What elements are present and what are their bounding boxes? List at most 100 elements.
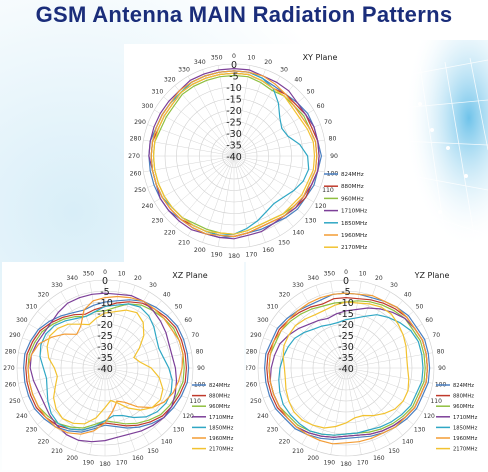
angle-tick-label: 170 xyxy=(116,460,128,467)
grid-spoke xyxy=(233,155,325,173)
grid-spoke xyxy=(233,155,266,243)
legend-label: 880MHz xyxy=(341,184,364,190)
angle-tick-label: 60 xyxy=(425,317,433,324)
angle-tick-label: 180 xyxy=(228,253,240,260)
grid-spoke xyxy=(345,367,362,455)
grid-spoke xyxy=(163,96,235,157)
angle-tick-label: 130 xyxy=(173,427,185,434)
legend: 824MHz 880MHz 960MHz 1710MHz 1850MHz 1960MHz 2… xyxy=(324,172,367,251)
angle-tick-label: 40 xyxy=(163,291,171,298)
grid-spoke xyxy=(147,124,235,157)
radial-tick-label: -25 xyxy=(97,331,113,342)
angle-tick-label: 160 xyxy=(373,455,385,462)
angle-tick-label: 150 xyxy=(388,448,400,455)
grid-spoke xyxy=(48,367,106,436)
grid-spoke xyxy=(37,311,106,369)
radial-tick-label: -35 xyxy=(338,353,354,364)
grid-spoke xyxy=(345,285,377,369)
angle-tick-label: 220 xyxy=(279,439,291,446)
radial-tick-label: -30 xyxy=(226,129,242,140)
series-line-1960MHz xyxy=(150,70,318,238)
grid-spoke xyxy=(104,285,136,369)
radial-tick-label: -30 xyxy=(97,342,113,353)
grid-spoke xyxy=(233,155,281,236)
xy-plane-panel: 0102030405060708090100110120130140150160… xyxy=(124,44,374,262)
angle-tick-label: 0 xyxy=(344,269,348,276)
angle-tick-label: 80 xyxy=(196,348,204,355)
angle-tick-label: 340 xyxy=(307,275,319,282)
angle-tick-label: 170 xyxy=(245,251,257,258)
grid-spoke xyxy=(143,139,235,157)
angle-tick-label: 340 xyxy=(194,59,206,66)
series-line-1960MHz xyxy=(268,292,429,445)
grid-spoke xyxy=(74,285,106,369)
grid-spoke xyxy=(104,352,192,369)
angle-tick-label: 320 xyxy=(38,291,50,298)
angle-tick-label: 140 xyxy=(161,439,173,446)
angle-tick-label: 20 xyxy=(134,275,142,282)
grid-spoke xyxy=(233,96,305,157)
angle-tick-label: 160 xyxy=(132,455,144,462)
grid-spoke xyxy=(269,323,347,369)
series-line-2170MHz xyxy=(46,309,164,425)
angle-tick-label: 340 xyxy=(66,275,78,282)
grid-spoke xyxy=(233,139,325,157)
radial-tick-label: -15 xyxy=(338,309,354,320)
grid-spoke xyxy=(301,291,347,369)
angle-tick-label: 210 xyxy=(292,448,304,455)
angle-tick-label: 270 xyxy=(3,365,15,372)
angle-tick-label: 120 xyxy=(315,203,327,210)
grid-spoke xyxy=(345,311,414,369)
radial-tick-label: -10 xyxy=(97,298,113,309)
series-line-824MHz xyxy=(263,292,431,441)
legend-label: 1850MHz xyxy=(341,221,367,227)
radial-tick-label: -20 xyxy=(97,320,113,331)
grid-spoke xyxy=(104,311,173,369)
angle-tick-label: 50 xyxy=(175,303,183,310)
angle-tick-label: 10 xyxy=(359,270,367,277)
angle-tick-label: 210 xyxy=(51,448,63,455)
radial-tick-label: 0 xyxy=(102,276,108,287)
grid-spoke xyxy=(345,367,414,425)
polar-grid xyxy=(141,63,327,249)
grid-spoke xyxy=(37,367,106,425)
grid-spoke xyxy=(22,337,106,369)
angle-tick-label: 230 xyxy=(267,427,279,434)
legend-label: 2170MHz xyxy=(341,245,367,251)
angle-tick-label: 40 xyxy=(294,76,302,83)
angle-tick-label: 10 xyxy=(247,55,255,62)
grid-spoke xyxy=(233,85,294,157)
legend-label: 960MHz xyxy=(209,404,230,410)
angle-tick-label: 70 xyxy=(191,332,199,339)
grid-spoke xyxy=(104,367,136,451)
legend-label: 1710MHz xyxy=(453,415,478,421)
angle-tick-label: 300 xyxy=(16,317,28,324)
legend-label: 1960MHz xyxy=(341,233,367,239)
grid-spoke xyxy=(202,155,235,243)
radial-tick-label: -5 xyxy=(229,72,238,83)
grid-spoke xyxy=(174,85,235,157)
angle-tick-label: 330 xyxy=(51,282,63,289)
angle-tick-label: 70 xyxy=(324,119,332,126)
angle-tick-label: 140 xyxy=(402,439,414,446)
angle-tick-label: 270 xyxy=(128,153,140,160)
grid-spoke xyxy=(233,69,266,157)
grid-spoke xyxy=(345,300,403,369)
legend-label: 1710MHz xyxy=(209,415,234,421)
radial-tick-label: -20 xyxy=(226,106,242,117)
legend-label: 824MHz xyxy=(453,383,474,389)
grid-spoke xyxy=(202,69,235,157)
angle-tick-label: 130 xyxy=(305,217,317,224)
angle-tick-label: 0 xyxy=(103,269,107,276)
grid-spoke xyxy=(104,281,121,369)
angle-tick-label: 120 xyxy=(182,413,194,420)
grid-spoke xyxy=(278,367,347,425)
grid-spoke xyxy=(345,367,391,445)
angle-tick-label: 320 xyxy=(279,291,291,298)
grid-spoke xyxy=(233,76,281,157)
angle-tick-labels: 0102030405060708090100110120130140150160… xyxy=(3,269,205,468)
angle-tick-label: 320 xyxy=(164,76,176,83)
radial-tick-label: -30 xyxy=(338,342,354,353)
angle-tick-label: 260 xyxy=(246,382,257,389)
angle-tick-label: 200 xyxy=(307,455,319,462)
